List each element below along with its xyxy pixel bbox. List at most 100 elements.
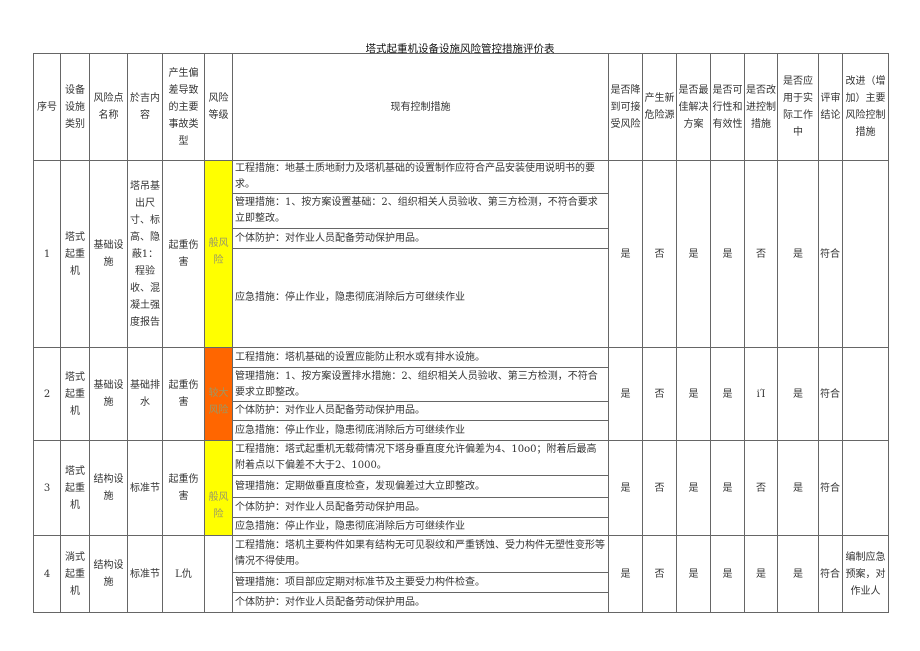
- best-solution: 是: [676, 347, 711, 441]
- improve-control: 否: [744, 440, 778, 536]
- row-number: 3: [33, 440, 61, 536]
- improve-control: iΊ: [744, 347, 778, 441]
- control-measure: 工程措施：塔式起重机无载荷情况下塔身垂直度允许偏差为4、10o0；附着后最高附着…: [233, 442, 608, 476]
- inspection-content: 标准节: [127, 535, 163, 613]
- accident-type: 起重伤害: [162, 440, 205, 536]
- header-applied: 是否应用于实际工作中: [777, 53, 819, 161]
- header-best: 是否最佳解决方案: [676, 53, 711, 161]
- control-measure: 个体防护：对作业人员配备劳动保护用品。: [235, 596, 425, 608]
- feasible-effective: 是: [710, 347, 745, 441]
- control-measure: 管理措施：定期做垂直度检查，发现偏差过大立即整改。: [233, 476, 608, 498]
- applied-in-work: 是: [777, 347, 819, 441]
- acceptable-risk: 是: [608, 347, 643, 441]
- control-measure: 个体防护：对作业人员配备劳动保护用品。: [233, 498, 608, 518]
- control-measures: 工程措施：塔机基础的设置应能防止积水或有排水设施。 管理措施：1、按方案设置排水措…: [232, 347, 609, 441]
- control-measure: 管理措施：1、按方案设置基础：2、组织相关人员验收、第三方检测，不符合要求立即整…: [233, 194, 608, 229]
- header-row: 序号 设备设施类别 风险点名称 於吉内容 产生偏差导致的主要事故类型 风险等级 …: [33, 53, 889, 161]
- additional-measures: [842, 440, 889, 536]
- header-no: 序号: [33, 53, 61, 161]
- equipment-category: 塔式起重机: [60, 440, 90, 536]
- accident-type: L仇: [162, 535, 205, 613]
- acceptable-risk: 是: [608, 160, 643, 348]
- header-category: 设备设施类别: [60, 53, 90, 161]
- control-measures: 工程措施：地基土质地耐力及塔机基础的设置制作应符合产品安装使用说明书的要求。 管理…: [232, 160, 609, 348]
- header-improve: 是否改进控制措施: [744, 53, 778, 161]
- accident-type: 起重伤害: [162, 160, 205, 348]
- control-measure: 个体防护：对作业人员配备劳动保护用品。: [233, 229, 608, 249]
- header-accident: 产生偏差导致的主要事故类型: [162, 53, 205, 161]
- control-measure: 工程措施：塔机主要构件如果有结构无可见裂纹和严重锈蚀、受力构件无塑性变形等情况不…: [233, 537, 608, 573]
- risk-evaluation-table: 序号 设备设施类别 风险点名称 於吉内容 产生偏差导致的主要事故类型 风险等级 …: [33, 53, 889, 613]
- document-title: 塔式起重机设备设施风险管控措施评价表: [365, 43, 555, 55]
- risk-level: 般风险: [208, 492, 229, 520]
- control-measure: 应急措施：停止作业，隐患彻底消除后方可继续作业: [235, 424, 465, 436]
- review-conclusion: 符合: [818, 440, 843, 536]
- header-acceptable: 是否降到可接受风险: [608, 53, 643, 161]
- review-conclusion: 符合: [818, 160, 843, 348]
- header-conclusion: 评审结论: [818, 53, 843, 161]
- best-solution: 是: [676, 160, 711, 348]
- row-number: 2: [33, 347, 61, 441]
- control-measures: 工程措施：塔式起重机无载荷情况下塔身垂直度允许偏差为4、10o0；附着后最高附着…: [232, 440, 609, 536]
- header-extra: 改进（增加）主要风险控制措施: [842, 53, 889, 161]
- header-feasible: 是否可行性和有效性: [710, 53, 745, 161]
- equipment-category: 塔式起重机: [60, 347, 90, 441]
- feasible-effective: 是: [710, 535, 745, 613]
- accident-type: 起重伤害: [162, 347, 205, 441]
- risk-level: 较大风险: [208, 387, 229, 416]
- control-measure: 工程措施：地基土质地耐力及塔机基础的设置制作应符合产品安装使用说明书的要求。: [233, 162, 608, 194]
- risk-level-cell: [204, 535, 233, 613]
- best-solution: 是: [676, 535, 711, 613]
- new-hazard: 否: [642, 347, 677, 441]
- row-number: 4: [33, 535, 61, 613]
- inspection-content: 塔吊基出尺寸、标高、隐蔽1：程验收、混凝土强度报告: [127, 160, 163, 348]
- control-measure: 管理措施：项目部应定期对标准节及主要受力构件检查。: [233, 573, 608, 593]
- risk-point: 基础设施: [89, 347, 128, 441]
- risk-level-cell: 般风险: [204, 160, 233, 348]
- risk-point: 结构设施: [89, 535, 128, 613]
- table-row: 2 塔式起重机 基础设施 基础排水 起重伤害 较大风险 工程措施：塔机基础的设置应能防止积水…: [33, 347, 889, 441]
- table-row: 3 塔式起重机 结构设施 标准节 起重伤害 般风险 工程措施：塔式起重机无载荷情况下塔身垂直…: [33, 440, 889, 536]
- new-hazard: 否: [642, 160, 677, 348]
- header-point: 风险点名称: [89, 53, 128, 161]
- improve-control: 否: [744, 160, 778, 348]
- risk-level: 般风险: [208, 238, 229, 267]
- applied-in-work: 是: [777, 535, 819, 613]
- table-row: 1 塔式起重机 基础设施 塔吊基出尺寸、标高、隐蔽1：程验收、混凝土强度报告 起重伤害般…: [33, 160, 889, 348]
- control-measure: 工程措施：塔机基础的设置应能防止积水或有排水设施。: [233, 349, 608, 368]
- inspection-content: 标准节: [127, 440, 163, 536]
- control-measures: 工程措施：塔机主要构件如果有结构无可见裂纹和严重锈蚀、受力构件无塑性变形等情况不…: [232, 535, 609, 613]
- improve-control: 是: [744, 535, 778, 613]
- review-conclusion: 符合: [818, 535, 843, 613]
- new-hazard: 否: [642, 440, 677, 536]
- review-conclusion: 符合: [818, 347, 843, 441]
- header-level: 风险等级: [204, 53, 233, 161]
- best-solution: 是: [676, 440, 711, 536]
- new-hazard: 否: [642, 535, 677, 613]
- additional-measures: 编制应急预案，对作业人: [842, 535, 889, 613]
- applied-in-work: 是: [777, 440, 819, 536]
- feasible-effective: 是: [710, 160, 745, 348]
- acceptable-risk: 是: [608, 535, 643, 613]
- control-measure: 应急措施：停止作业，隐患彻底消除后方可继续作业: [235, 291, 465, 303]
- additional-measures: [842, 347, 889, 441]
- acceptable-risk: 是: [608, 440, 643, 536]
- additional-measures: [842, 160, 889, 348]
- feasible-effective: 是: [710, 440, 745, 536]
- risk-level-cell: 般风险: [204, 440, 233, 536]
- equipment-category: 塔式起重机: [60, 160, 90, 348]
- risk-point: 基础设施: [89, 160, 128, 348]
- equipment-category: 淌式起重机: [60, 535, 90, 613]
- header-measures: 现有控制措施: [232, 53, 609, 161]
- risk-point: 结构设施: [89, 440, 128, 536]
- control-measure: 管理措施：1、按方案设置排水措施：2、组织相关人员验收、第三方检测，不符合要求立…: [233, 368, 608, 402]
- table-row: 4 淌式起重机 结构设施 标准节 L仇 工程措施：塔机主要构件如果有结构无可见裂纹和严重锈…: [33, 535, 889, 613]
- inspection-content: 基础排水: [127, 347, 163, 441]
- row-number: 1: [33, 160, 61, 348]
- header-content: 於吉内容: [127, 53, 163, 161]
- header-new-hazard: 产生新危险源: [642, 53, 677, 161]
- control-measure: 应急措施：停止作业，隐患彻底消除后方可继续作业: [235, 520, 465, 532]
- control-measure: 个体防护：对作业人员配备劳动保护用品。: [233, 402, 608, 421]
- risk-level-cell: 较大风险: [204, 347, 233, 441]
- applied-in-work: 是: [777, 160, 819, 348]
